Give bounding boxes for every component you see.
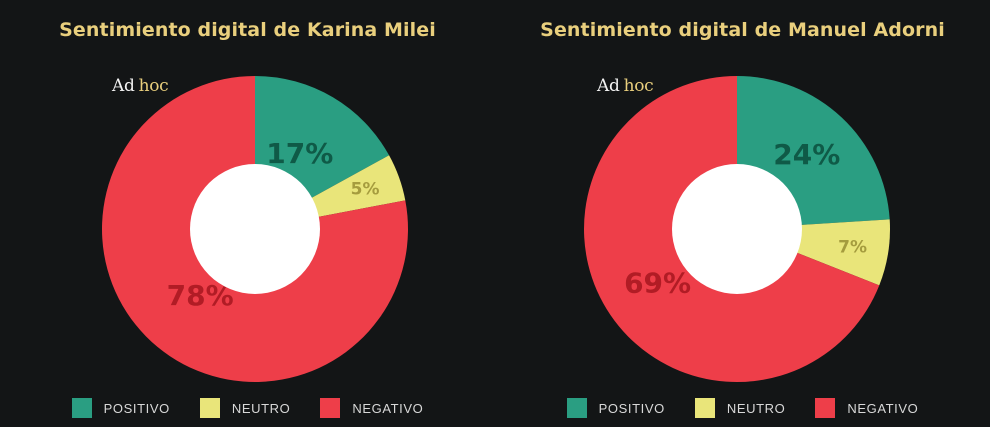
brand-logo-part2: hoc bbox=[623, 76, 654, 96]
legend-label: POSITIVO bbox=[598, 400, 665, 416]
data-label-positivo: 17% bbox=[266, 137, 333, 170]
legend-swatch bbox=[694, 398, 715, 418]
donut-chart: 24% 7% 69% bbox=[584, 76, 890, 382]
legend-label: NEGATIVO bbox=[847, 400, 919, 416]
legend-label: NEGATIVO bbox=[352, 400, 424, 416]
legend-item-negativo: NEGATIVO bbox=[320, 398, 423, 418]
legend-swatch bbox=[320, 398, 341, 418]
legend: POSITIVO NEUTRO NEGATIVO bbox=[0, 398, 495, 418]
donut-chart: 17%5%78% bbox=[101, 76, 409, 382]
legend-item-neutro: NEUTRO bbox=[694, 398, 786, 418]
data-label-positivo: 24% bbox=[773, 138, 840, 171]
chart-panel-adorni: Sentimiento digital de Manuel Adorni 24%… bbox=[495, 0, 990, 427]
chart-title: Sentimiento digital de Manuel Adorni bbox=[540, 19, 945, 41]
brand-logo-part2: hoc bbox=[138, 76, 169, 96]
brand-logo-part1: Ad bbox=[597, 76, 620, 96]
legend: POSITIVO NEUTRO NEGATIVO bbox=[495, 398, 990, 418]
legend-swatch bbox=[199, 398, 220, 418]
legend-label: NEUTRO bbox=[726, 400, 786, 416]
legend-swatch bbox=[566, 398, 587, 418]
legend-label: NEUTRO bbox=[231, 400, 291, 416]
legend-label: POSITIVO bbox=[103, 400, 170, 416]
data-label-neutro: 7% bbox=[838, 237, 867, 257]
legend-item-negativo: NEGATIVO bbox=[815, 398, 918, 418]
legend-item-neutro: NEUTRO bbox=[199, 398, 291, 418]
chart-panel-karina: Sentimiento digital de Karina Milei 17% 5… bbox=[0, 19, 495, 418]
legend-item-positivo: POSITIVO bbox=[566, 398, 665, 418]
data-label-neutro: 5% bbox=[351, 179, 380, 199]
donut-hole bbox=[672, 164, 802, 294]
brand-logo: Ad hoc bbox=[112, 76, 169, 96]
donut-hole bbox=[190, 164, 320, 294]
legend-swatch bbox=[71, 398, 92, 418]
brand-logo-part1: Ad bbox=[112, 76, 135, 96]
legend-item-positivo: POSITIVO bbox=[71, 398, 170, 418]
chart-title: Sentimiento digital de Karina Milei bbox=[59, 19, 436, 41]
brand-logo: Ad hoc bbox=[597, 76, 654, 96]
legend-swatch bbox=[815, 398, 836, 418]
data-label-negativo: 69% bbox=[624, 266, 691, 299]
